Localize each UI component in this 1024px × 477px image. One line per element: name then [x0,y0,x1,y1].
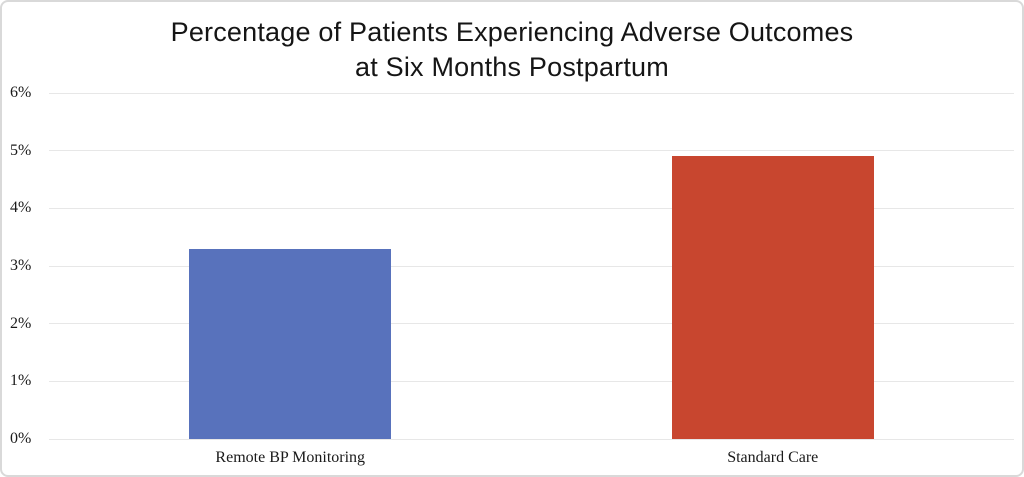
gridline-4pct [49,207,1014,209]
gridline-2pct [49,323,1014,325]
gridline-6pct [49,92,1014,94]
bar-standard-care [671,156,874,439]
chart-title: Percentage of Patients Experiencing Adve… [2,15,1022,85]
x-axis-label-standard-care: Standard Care [727,449,819,466]
bar-remote-bp-monitoring [189,248,392,439]
chart-title-line-1: Percentage of Patients Experiencing Adve… [170,17,854,47]
chart-title-line-2: at Six Months Postpartum [355,52,669,82]
y-axis-tick-label: 1% [10,372,32,390]
gridline-1pct [49,380,1014,382]
y-axis-tick-label: 4% [10,199,32,217]
gridline-3pct [49,265,1014,267]
y-axis-tick-label: 6% [10,84,32,101]
y-axis-tick-label: 0% [10,430,32,447]
gridline-0pct [49,438,1014,440]
gridline-5pct [49,150,1014,152]
y-axis-tick-label: 2% [10,314,32,332]
plot-area [49,92,1014,440]
x-axis-label-remote-bp-monitoring: Remote BP Monitoring [215,449,366,466]
y-axis-tick-label: 3% [10,257,32,274]
y-axis-tick-label: 5% [10,141,32,159]
